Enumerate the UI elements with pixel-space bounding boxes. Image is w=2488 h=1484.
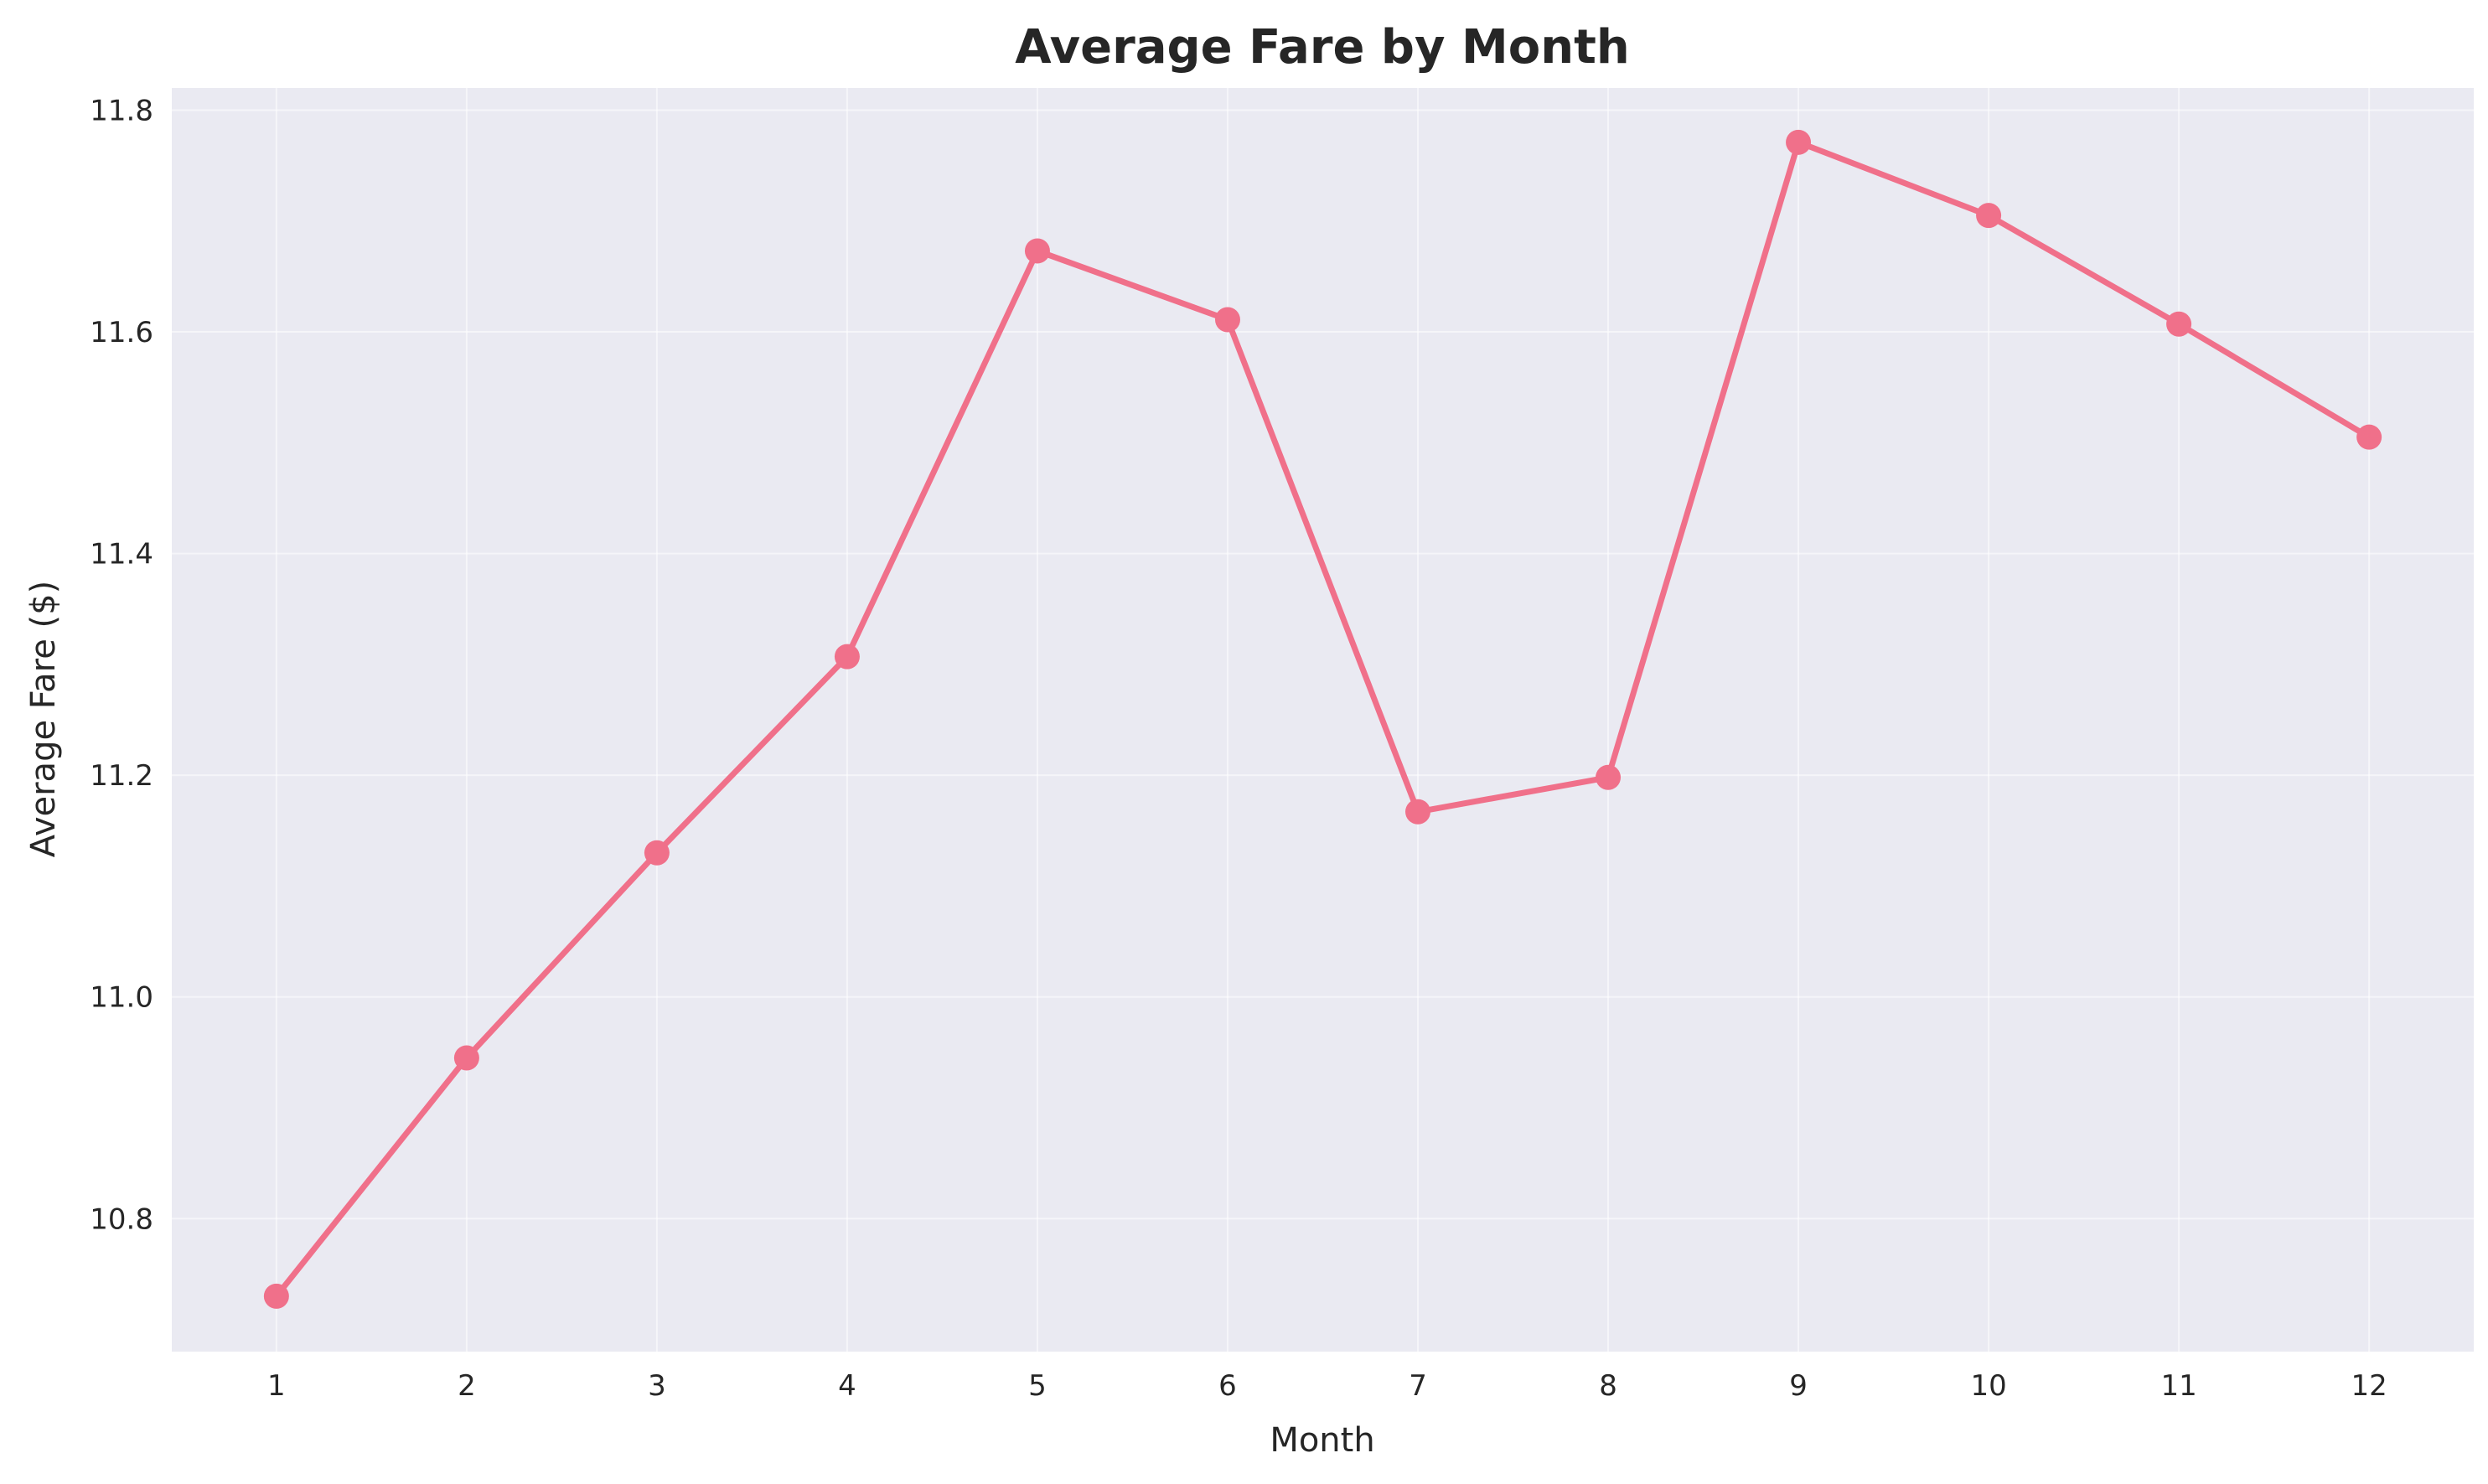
y-axis-label: Average Fare ($) xyxy=(24,581,63,857)
data-point xyxy=(453,1045,479,1071)
x-tick-label: 8 xyxy=(1599,1369,1617,1403)
data-point xyxy=(2166,311,2192,337)
data-point xyxy=(1786,129,1812,155)
chart-title: Average Fare by Month xyxy=(1015,20,1629,75)
x-tick-label: 1 xyxy=(267,1369,286,1403)
data-point xyxy=(1405,799,1431,825)
data-point xyxy=(1214,307,1240,333)
x-tick-label: 7 xyxy=(1409,1369,1427,1403)
y-tick-label: 11.0 xyxy=(90,981,153,1015)
x-tick-label: 10 xyxy=(1970,1369,2006,1403)
x-tick-label: 9 xyxy=(1789,1369,1808,1403)
y-axis-ticks: 10.8 11.0 11.2 11.4 11.6 11.8 xyxy=(90,94,153,1236)
x-tick-label: 6 xyxy=(1218,1369,1237,1403)
data-point xyxy=(644,840,670,866)
data-point xyxy=(1976,203,2002,229)
x-axis-ticks: 1 2 3 4 5 6 7 8 9 10 11 12 xyxy=(267,1369,2387,1403)
x-tick-label: 3 xyxy=(648,1369,666,1403)
x-tick-label: 5 xyxy=(1028,1369,1047,1403)
series-layer xyxy=(263,129,2382,1309)
x-tick-label: 12 xyxy=(2351,1369,2387,1403)
data-point xyxy=(263,1283,289,1309)
x-axis-label: Month xyxy=(1270,1421,1374,1460)
data-point xyxy=(834,644,860,670)
data-point xyxy=(1596,764,1622,790)
data-point xyxy=(2356,424,2382,450)
x-tick-label: 4 xyxy=(838,1369,856,1403)
y-tick-label: 11.4 xyxy=(90,538,153,571)
series-line xyxy=(273,139,2372,1300)
y-tick-label: 11.6 xyxy=(90,316,153,349)
x-tick-label: 2 xyxy=(458,1369,476,1403)
y-tick-label: 11.8 xyxy=(90,94,153,127)
y-tick-label: 10.8 xyxy=(90,1202,153,1236)
x-tick-label: 11 xyxy=(2160,1369,2196,1403)
data-point xyxy=(1024,238,1050,264)
y-tick-label: 11.2 xyxy=(90,759,153,793)
plot-area xyxy=(172,88,2474,1352)
grid xyxy=(172,88,2474,1352)
